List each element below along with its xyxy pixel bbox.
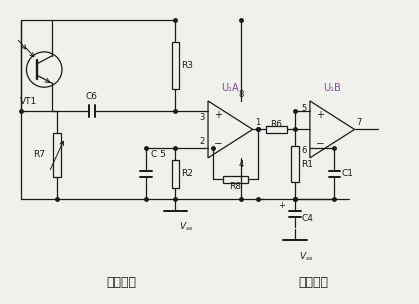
Text: 1: 1 <box>255 119 260 127</box>
Text: +: + <box>316 110 324 120</box>
Text: 3: 3 <box>200 113 205 122</box>
Text: −: − <box>316 139 325 149</box>
Text: $V_{ss}$: $V_{ss}$ <box>299 250 314 263</box>
Text: $V_{ss}$: $V_{ss}$ <box>179 221 194 233</box>
Text: R7: R7 <box>33 150 45 159</box>
Text: 2: 2 <box>200 137 205 146</box>
Text: C 5: C 5 <box>151 150 166 159</box>
Text: U₁B: U₁B <box>323 83 341 93</box>
Bar <box>223 176 248 183</box>
Text: R1: R1 <box>301 160 313 169</box>
Bar <box>171 160 179 188</box>
Text: 8: 8 <box>238 90 243 99</box>
Text: 4: 4 <box>238 160 243 169</box>
Text: C6: C6 <box>85 92 98 101</box>
Text: R6: R6 <box>270 120 282 129</box>
Text: 5: 5 <box>302 104 307 113</box>
Text: C1: C1 <box>341 169 353 178</box>
Text: 激光接收: 激光接收 <box>106 276 136 289</box>
Bar <box>266 126 287 133</box>
Text: +: + <box>214 110 222 120</box>
Bar <box>53 133 61 177</box>
Text: R3: R3 <box>181 61 194 70</box>
Text: R8: R8 <box>229 182 241 191</box>
Bar <box>171 42 179 89</box>
Text: 6: 6 <box>302 146 307 154</box>
Bar <box>291 146 299 182</box>
Text: C4: C4 <box>302 214 314 223</box>
Text: U₁A: U₁A <box>222 83 239 93</box>
Text: −: − <box>214 139 222 149</box>
Text: +: + <box>278 201 285 210</box>
Text: 7: 7 <box>357 119 362 127</box>
Text: R2: R2 <box>181 169 193 178</box>
Text: 整形部分: 整形部分 <box>299 276 328 289</box>
Text: VT1: VT1 <box>20 97 37 106</box>
